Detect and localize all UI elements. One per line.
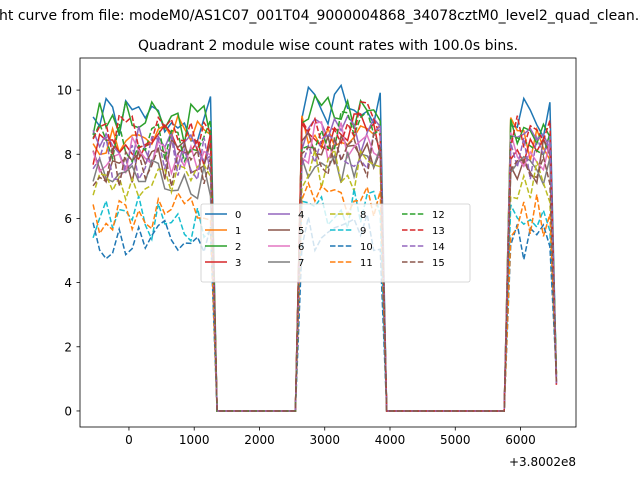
y-tick-label: 4 xyxy=(64,276,72,290)
legend-label-2: 2 xyxy=(235,242,241,253)
legend-label-15: 15 xyxy=(432,258,445,269)
legend-label-13: 13 xyxy=(432,226,445,237)
x-tick-label: 4000 xyxy=(375,433,406,447)
x-tick-label: 2000 xyxy=(244,433,275,447)
legend-label-8: 8 xyxy=(360,210,366,221)
legend-label-14: 14 xyxy=(432,242,445,253)
legend-label-0: 0 xyxy=(235,210,241,221)
y-axis-ticks: 0 2 4 6 8 10 xyxy=(57,84,80,418)
legend-label-11: 11 xyxy=(360,258,373,269)
legend-label-6: 6 xyxy=(298,242,304,253)
series-layer xyxy=(92,83,558,412)
legend-label-9: 9 xyxy=(360,226,366,237)
legend-label-7: 7 xyxy=(298,258,304,269)
x-axis-ticks: 0 1000 2000 3000 4000 5000 6000 xyxy=(125,427,536,447)
axes xyxy=(79,57,577,428)
legend-label-4: 4 xyxy=(298,210,304,221)
series-line-15 xyxy=(92,131,558,412)
series-line-13 xyxy=(92,101,558,412)
x-tick-label: 3000 xyxy=(309,433,340,447)
plot-area-frame xyxy=(79,57,577,428)
y-tick-label: 10 xyxy=(57,84,72,98)
legend-label-1: 1 xyxy=(235,226,241,237)
y-tick-label: 6 xyxy=(64,212,72,226)
legend-label-10: 10 xyxy=(360,242,373,253)
x-tick-label: 6000 xyxy=(505,433,536,447)
x-tick-label: 1000 xyxy=(179,433,210,447)
legend-label-3: 3 xyxy=(235,258,241,269)
x-tick-label: 0 xyxy=(125,433,133,447)
y-tick-label: 0 xyxy=(64,404,72,418)
legend-label-5: 5 xyxy=(298,226,304,237)
chart-title: Quadrant 2 module wise count rates with … xyxy=(138,38,518,54)
x-offset-label: +3.8002e8 xyxy=(509,455,576,469)
legend-label-12: 12 xyxy=(432,210,445,221)
x-tick-label: 5000 xyxy=(440,433,471,447)
y-tick-label: 2 xyxy=(64,340,72,354)
suptitle: Light curve from file: modeM0/AS1C07_001… xyxy=(0,8,640,24)
y-tick-label: 8 xyxy=(64,148,72,162)
